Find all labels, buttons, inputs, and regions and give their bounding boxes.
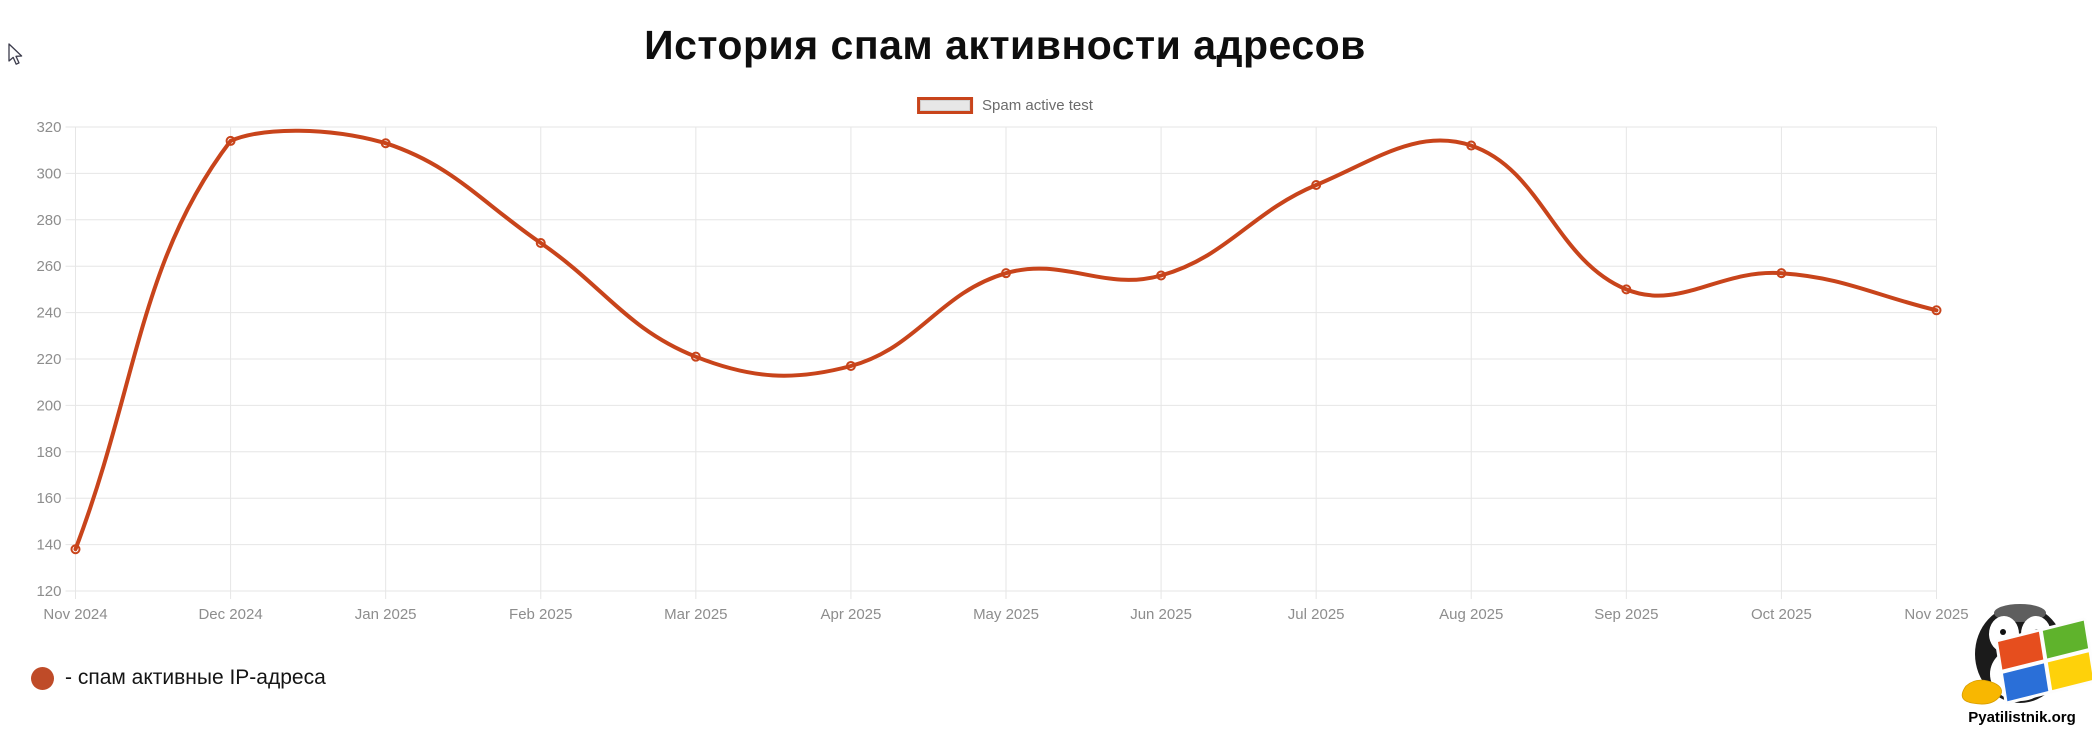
y-tick-label: 300	[36, 165, 61, 182]
data-point-marker[interactable]	[535, 238, 546, 248]
data-point-marker[interactable]	[1156, 270, 1167, 281]
chart-legend[interactable]: Spam active test	[917, 97, 1093, 114]
x-tick-label: Jul 2025	[1288, 606, 1345, 623]
footer-label: - спам активные IP-адреса	[65, 666, 326, 689]
y-tick-label: 260	[36, 258, 61, 275]
y-tick-label: 180	[36, 444, 61, 461]
data-point-marker[interactable]	[845, 360, 856, 371]
pyatilistnik-logo: Pyatilistnik.org	[1961, 604, 2092, 727]
x-tick-label: Jan 2025	[355, 606, 417, 623]
x-tick-label: Feb 2025	[509, 606, 572, 623]
data-point-marker[interactable]	[225, 135, 236, 146]
data-point-marker[interactable]	[1311, 180, 1322, 190]
x-tick-label: Oct 2025	[1751, 606, 1812, 623]
windows-flag-icon	[1995, 617, 2092, 705]
y-tick-label: 200	[36, 397, 61, 414]
footer-dot-icon	[31, 666, 54, 690]
data-point-marker[interactable]	[1466, 140, 1477, 151]
x-tick-label: Mar 2025	[664, 606, 727, 623]
x-tick-label: Aug 2025	[1439, 606, 1503, 623]
y-tick-label: 320	[36, 119, 61, 136]
y-tick-label: 140	[36, 537, 61, 554]
data-point-marker[interactable]	[1776, 268, 1787, 279]
y-tick-label: 120	[36, 583, 61, 600]
x-tick-label: May 2025	[973, 606, 1039, 623]
data-point-marker[interactable]	[70, 544, 81, 555]
x-tick-label: Dec 2024	[198, 606, 262, 623]
x-tick-label: Jun 2025	[1130, 606, 1192, 623]
mouse-cursor-icon	[8, 43, 23, 65]
y-tick-label: 220	[36, 351, 61, 368]
y-tick-label: 240	[36, 305, 61, 322]
data-point-marker[interactable]	[1931, 305, 1942, 316]
data-point-marker[interactable]	[1621, 284, 1632, 295]
x-tick-label: Nov 2024	[43, 606, 107, 623]
footer-legend: - спам активные IP-адреса	[31, 666, 326, 690]
legend-swatch[interactable]	[917, 97, 974, 114]
y-tick-label: 160	[36, 490, 61, 507]
legend-label[interactable]: Spam active test	[982, 97, 1093, 114]
x-tick-label: Apr 2025	[820, 606, 881, 623]
x-tick-label: Nov 2025	[1904, 606, 1968, 623]
data-point-marker[interactable]	[690, 351, 701, 362]
watermark-text: Pyatilistnik.org	[1968, 709, 2076, 726]
data-point-marker[interactable]	[1001, 268, 1011, 279]
chart-title: История спам активности адресов	[644, 22, 1366, 68]
series-line	[73, 128, 1939, 552]
x-tick-label: Sep 2025	[1594, 606, 1658, 623]
data-point-marker[interactable]	[380, 138, 391, 149]
y-tick-label: 280	[36, 212, 61, 229]
